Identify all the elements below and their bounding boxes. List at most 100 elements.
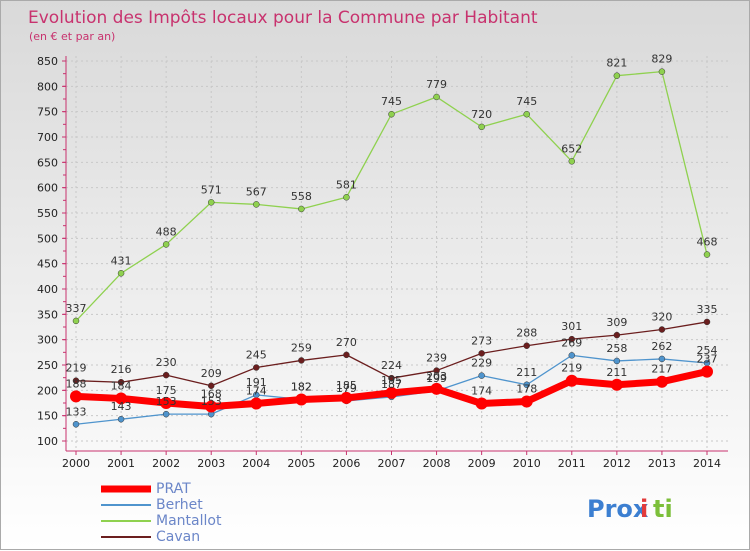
data-label: 199 xyxy=(426,372,447,385)
data-label: 270 xyxy=(336,336,357,349)
legend-label: Mantallot xyxy=(156,513,222,529)
legend-label: Cavan xyxy=(156,529,200,545)
x-tick-label: 2002 xyxy=(152,457,180,470)
data-label: 217 xyxy=(651,363,672,376)
data-label: 254 xyxy=(697,344,718,357)
data-label: 245 xyxy=(246,349,267,362)
x-tick-label: 2010 xyxy=(513,457,541,470)
data-label: 337 xyxy=(66,302,87,315)
data-point xyxy=(205,400,218,413)
data-point xyxy=(72,317,80,325)
y-tick-label: 450 xyxy=(37,258,58,271)
data-point xyxy=(613,72,621,79)
y-tick-label: 250 xyxy=(37,359,58,372)
data-point xyxy=(253,364,260,371)
x-tick-label: 2012 xyxy=(603,457,631,470)
x-tick-label: 2007 xyxy=(378,457,406,470)
y-tick-label: 650 xyxy=(37,156,58,169)
y-tick-label: 550 xyxy=(37,207,58,220)
data-label: 211 xyxy=(606,366,627,379)
data-point xyxy=(658,355,666,363)
data-point xyxy=(162,371,170,379)
logo-text-ti: ti xyxy=(653,495,673,523)
data-point xyxy=(340,391,353,404)
data-label: 745 xyxy=(381,95,402,108)
data-point xyxy=(388,374,395,382)
data-label: 143 xyxy=(111,400,132,413)
data-label: 239 xyxy=(426,352,447,365)
y-tick-label: 500 xyxy=(37,232,58,245)
data-point xyxy=(655,375,668,388)
logo-text-i: i xyxy=(640,495,648,523)
x-tick-label: 2008 xyxy=(423,457,451,470)
data-point xyxy=(117,415,125,423)
data-point xyxy=(343,194,350,201)
series-prat xyxy=(70,365,713,413)
data-point xyxy=(701,365,713,378)
data-label: 191 xyxy=(246,376,267,389)
x-tick-label: 2006 xyxy=(332,457,360,470)
data-label: 182 xyxy=(291,380,312,393)
data-labels: 219 216 230 209 245 259 270 224 239 273 288 301 309 3… xyxy=(66,53,718,419)
data-label: 335 xyxy=(697,303,718,316)
data-point xyxy=(613,331,621,339)
data-label: 301 xyxy=(561,320,582,333)
data-label: 309 xyxy=(606,316,627,329)
y-tick-label: 100 xyxy=(37,435,58,448)
data-label: 571 xyxy=(201,183,222,196)
data-point xyxy=(207,382,215,390)
data-label: 185 xyxy=(336,379,357,392)
data-point xyxy=(613,357,621,365)
data-label: 219 xyxy=(66,362,87,375)
data-label: 320 xyxy=(651,311,672,324)
data-point xyxy=(343,351,350,359)
data-point xyxy=(475,397,488,410)
data-point xyxy=(117,378,125,386)
data-label: 230 xyxy=(156,356,177,369)
data-label: 216 xyxy=(111,363,132,376)
x-tick-label: 2005 xyxy=(287,457,315,470)
x-tick-label: 2011 xyxy=(558,457,586,470)
data-point xyxy=(295,393,308,406)
data-label: 821 xyxy=(606,57,627,70)
axes: 100 150 200 250 300 350 400 450 500 550 600 650 700 7… xyxy=(37,55,728,470)
x-tick-label: 2003 xyxy=(197,457,225,470)
data-label: 178 xyxy=(516,382,537,395)
data-point xyxy=(385,386,398,399)
x-tick-label: 2000 xyxy=(62,457,90,470)
data-label: 288 xyxy=(516,327,537,340)
data-point xyxy=(523,381,530,389)
data-point xyxy=(72,377,80,384)
data-label: 237 xyxy=(697,353,718,366)
data-label: 567 xyxy=(246,185,267,198)
series-layer xyxy=(70,68,713,428)
data-point xyxy=(433,367,440,374)
data-label: 153 xyxy=(201,395,222,408)
data-label: 153 xyxy=(156,395,177,408)
data-point xyxy=(478,372,485,379)
data-point xyxy=(520,395,533,408)
logo-text-prox: Prox xyxy=(587,495,649,523)
legend-label: Berhet xyxy=(156,497,203,513)
data-point xyxy=(658,68,666,75)
data-label: 720 xyxy=(471,108,492,121)
data-label: 224 xyxy=(381,359,402,372)
x-tick-label: 2001 xyxy=(107,457,135,470)
data-label: 179 xyxy=(336,382,357,395)
data-label: 187 xyxy=(381,378,402,391)
y-tick-label: 700 xyxy=(37,131,58,144)
data-point xyxy=(207,199,215,206)
data-label: 133 xyxy=(66,405,87,418)
legend-label: PRAT xyxy=(156,481,191,497)
data-point xyxy=(478,350,485,357)
y-tick-label: 200 xyxy=(37,384,58,397)
data-label: 581 xyxy=(336,178,357,191)
data-label: 273 xyxy=(471,334,492,347)
data-label: 431 xyxy=(111,254,132,267)
data-point xyxy=(523,342,530,349)
data-label: 779 xyxy=(426,78,447,91)
data-label: 829 xyxy=(651,53,672,66)
